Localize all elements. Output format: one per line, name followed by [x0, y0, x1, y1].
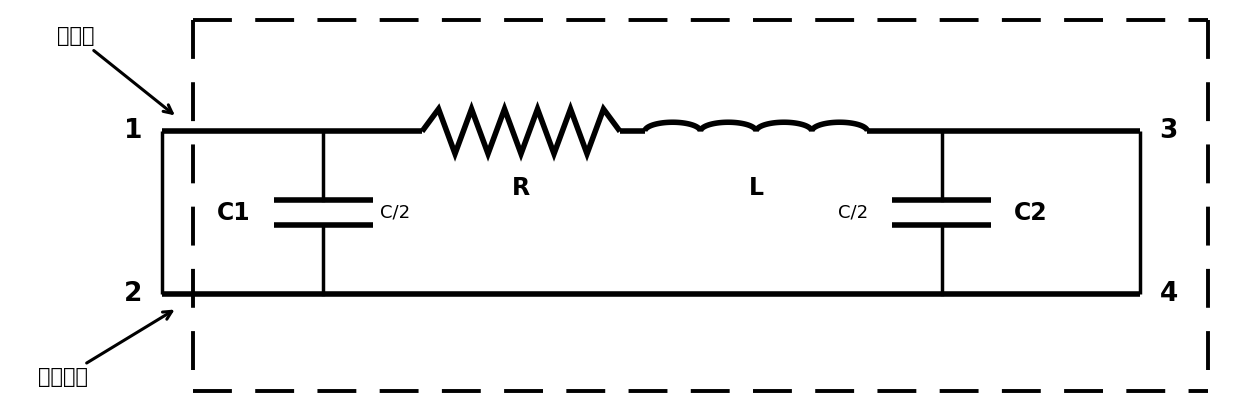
- Text: 3: 3: [1159, 118, 1178, 144]
- Text: C/2: C/2: [379, 204, 410, 222]
- Text: 接屏蔽层: 接屏蔽层: [38, 311, 172, 387]
- Text: C1: C1: [217, 201, 250, 225]
- Text: 1: 1: [124, 118, 143, 144]
- Text: 接本体: 接本体: [57, 26, 172, 113]
- Text: C2: C2: [1014, 201, 1048, 225]
- Text: L: L: [749, 176, 764, 200]
- Text: 2: 2: [124, 281, 143, 307]
- Text: 4: 4: [1159, 281, 1178, 307]
- Text: C/2: C/2: [837, 204, 868, 222]
- Text: R: R: [512, 176, 529, 200]
